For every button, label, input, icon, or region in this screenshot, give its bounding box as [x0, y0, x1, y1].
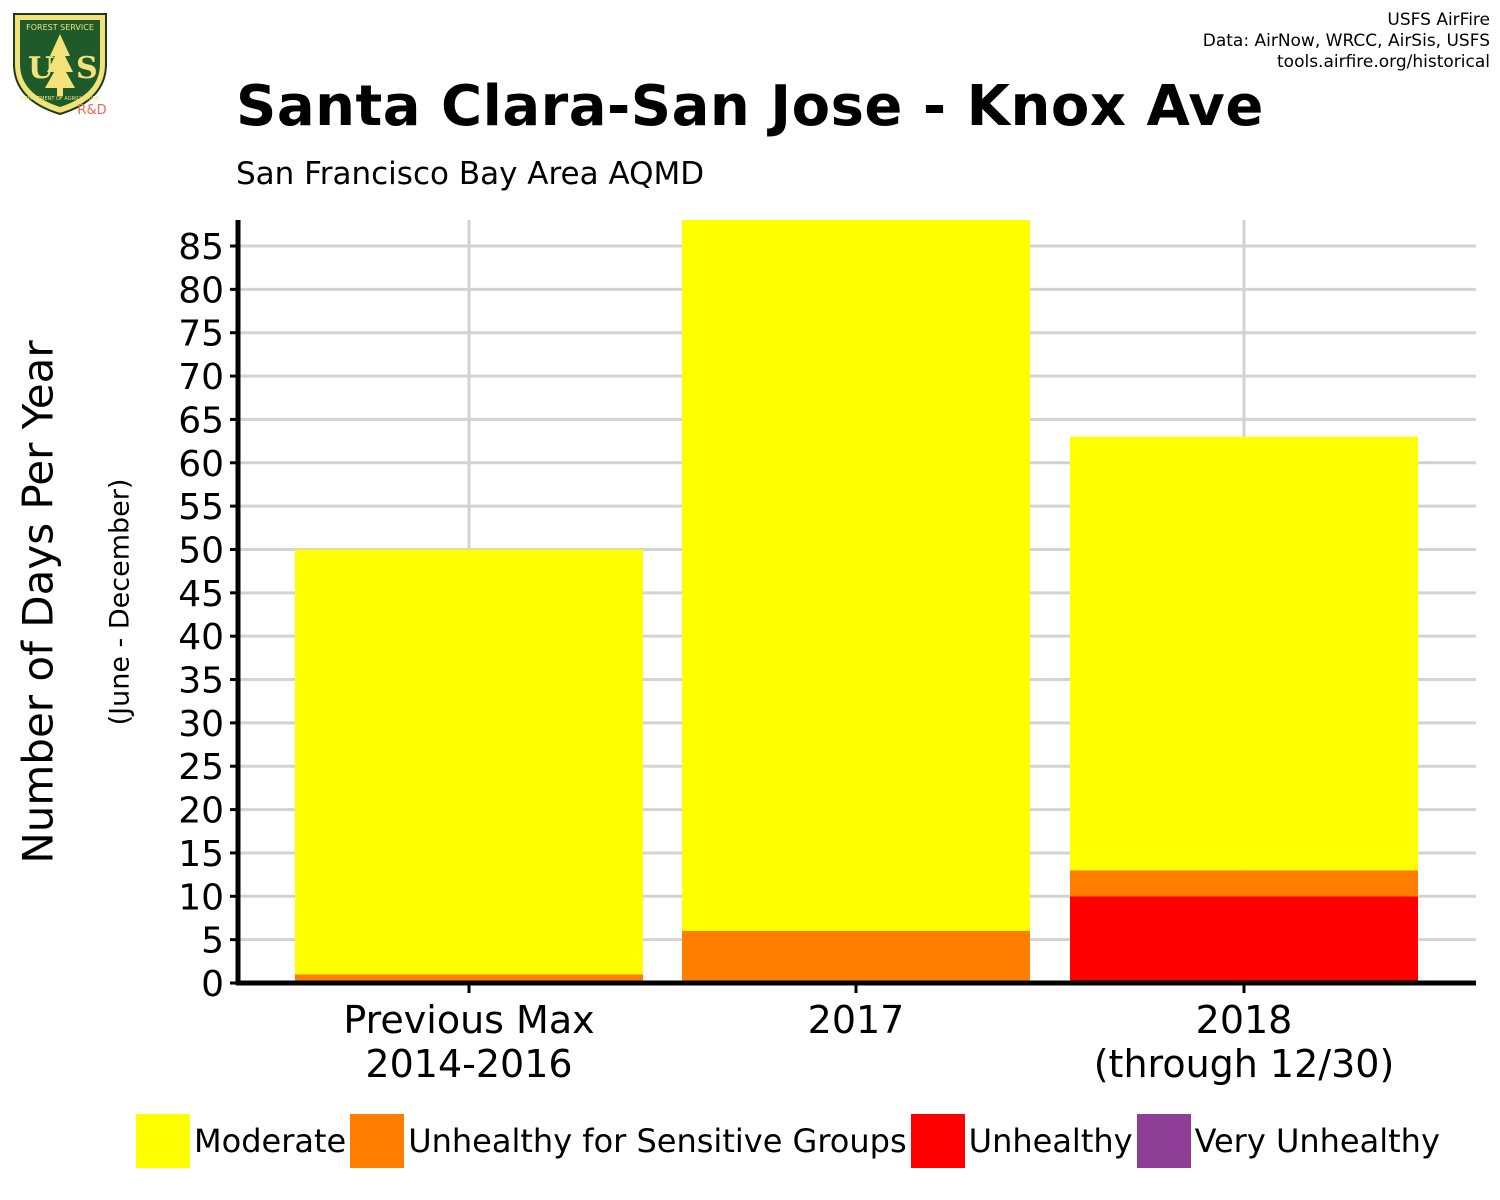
y-tick-label: 0 — [201, 964, 224, 1005]
y-tick-label: 15 — [178, 834, 224, 875]
chart-title: Santa Clara-San Jose - Knox Ave — [236, 74, 1264, 139]
legend-item: Unhealthy — [910, 1114, 1133, 1168]
y-tick-label: 5 — [201, 921, 224, 962]
legend-item: Very Unhealthy — [1136, 1114, 1440, 1168]
y-tick-label: 20 — [178, 791, 224, 832]
legend-swatch — [350, 1114, 405, 1168]
x-tick-label-line: 2014-2016 — [365, 1042, 573, 1086]
y-tick-label: 50 — [178, 530, 224, 571]
credit-line: USFS AirFire — [1387, 10, 1490, 30]
x-tick-label-line: (through 12/30) — [1093, 1042, 1395, 1086]
legend-swatch — [136, 1114, 190, 1168]
legend-item: Moderate — [136, 1114, 346, 1168]
logo-letter-left: U — [28, 51, 54, 86]
bar-segment — [1070, 896, 1418, 983]
y-tick-label: 25 — [178, 747, 224, 788]
y-tick-label: 35 — [178, 661, 224, 702]
y-tick-label: 75 — [178, 314, 224, 355]
chart-subtitle: San Francisco Bay Area AQMD — [236, 156, 705, 192]
x-tick-label-line: 2017 — [807, 998, 905, 1042]
legend-item: Unhealthy for Sensitive Groups — [350, 1114, 907, 1168]
bar-segment — [1070, 870, 1418, 897]
credit-line: tools.airfire.org/historical — [1277, 52, 1490, 72]
y-tick-label: 80 — [178, 270, 224, 311]
y-tick-label: 85 — [178, 227, 224, 268]
logo-badge: R&D — [77, 103, 106, 118]
x-tick-label: 2017 — [646, 998, 1066, 1042]
logo-text-bottom: DEPARTMENT OF AGRICULTURE — [21, 96, 99, 102]
x-tick-label-line: Previous Max — [343, 998, 595, 1042]
y-tick-label: 70 — [178, 357, 224, 398]
legend-swatch — [1136, 1114, 1191, 1168]
usfs-shield-logo: U S FOREST SERVICE DEPARTMENT OF AGRICUL… — [13, 13, 107, 118]
bar-segment — [682, 930, 1030, 983]
y-tick-label: 55 — [178, 487, 224, 528]
bar-segment — [1070, 436, 1418, 871]
logo-letter-right: S — [76, 51, 98, 86]
y-tick-label: 10 — [178, 877, 224, 918]
legend-swatch — [910, 1114, 965, 1168]
bar-segment — [682, 220, 1030, 931]
tree-icon — [45, 34, 75, 96]
y-tick-label: 65 — [178, 400, 224, 441]
y-tick-label: 40 — [178, 617, 224, 658]
x-tick-label: 2018 (through 12/30) — [1034, 998, 1454, 1086]
bar-segment — [295, 549, 643, 975]
legend-label: Unhealthy — [968, 1122, 1133, 1160]
x-tick-label: Previous Max 2014-2016 — [259, 998, 679, 1086]
logo-text-top: FOREST SERVICE — [26, 23, 94, 32]
legend-label: Unhealthy for Sensitive Groups — [408, 1122, 907, 1160]
bar-segment — [295, 974, 643, 983]
credit-line: Data: AirNow, WRCC, AirSis, USFS — [1202, 31, 1490, 51]
credits: USFS AirFire Data: AirNow, WRCC, AirSis,… — [1203, 10, 1490, 73]
legend-label: Very Unhealthy — [1194, 1122, 1440, 1160]
y-tick-label: 30 — [178, 704, 224, 745]
y-tick-label: 60 — [178, 444, 224, 485]
x-tick-label-line: 2018 — [1195, 998, 1293, 1042]
legend-label: Moderate — [194, 1122, 347, 1160]
legend: Moderate Unhealthy for Sensitive Groups Un… — [136, 1114, 1444, 1168]
y-tick-label: 45 — [178, 574, 224, 615]
